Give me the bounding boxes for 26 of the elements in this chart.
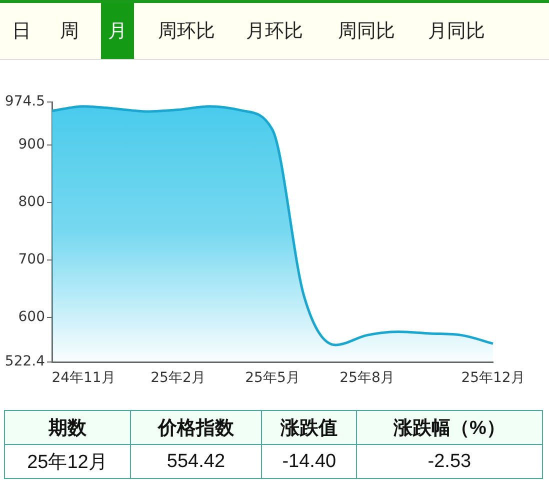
- x-tick-label: 25年2月: [150, 370, 206, 386]
- text: 涨跌幅（%）: [356, 410, 542, 444]
- text: 周同比: [338, 20, 395, 44]
- y-tick-label: 600: [18, 309, 45, 326]
- y-tick-label: 700: [18, 252, 45, 268]
- y-tick-label: 900: [18, 136, 45, 152]
- text: 周: [60, 20, 79, 44]
- text: 价格指数: [130, 410, 262, 444]
- text: -14.40: [262, 444, 356, 478]
- text: 涨跌值: [262, 410, 356, 444]
- y-tick-label: 522.4: [4, 354, 46, 370]
- text: 期数: [4, 410, 130, 444]
- text: 周环比: [158, 20, 215, 44]
- y-tick-label: 800: [18, 194, 45, 210]
- x-tick-label: 25年12月: [461, 370, 525, 386]
- text: 月: [101, 3, 134, 59]
- text: 月同比: [428, 20, 485, 44]
- x-tick-label: 25年5月: [245, 370, 300, 386]
- text: -2.53: [356, 444, 542, 478]
- x-tick-label: 25年8月: [340, 370, 394, 386]
- text: 554.42: [130, 444, 262, 478]
- text: 25年12月: [4, 444, 130, 478]
- text: 月环比: [246, 20, 303, 44]
- x-tick-label: 24年11月: [52, 370, 116, 386]
- y-tick-label: 974.5: [4, 94, 45, 110]
- text: 日: [12, 20, 31, 44]
